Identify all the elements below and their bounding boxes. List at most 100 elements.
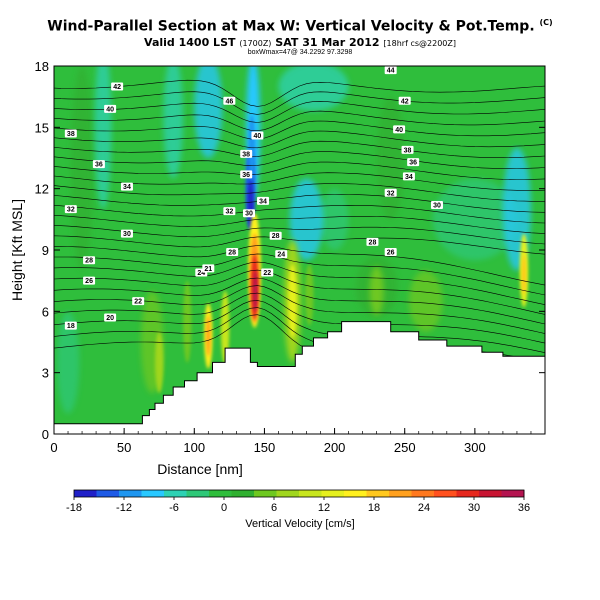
isentrope-label-text: 22 xyxy=(263,270,271,277)
colorbar-swatch xyxy=(434,490,457,497)
colorbar-swatch xyxy=(411,490,435,497)
field-feature xyxy=(183,280,192,363)
isentrope-line xyxy=(54,245,545,286)
x-tick-label: 200 xyxy=(324,440,346,455)
field-feature xyxy=(369,266,384,316)
field-feature xyxy=(288,264,297,338)
colorbar-swatch xyxy=(119,490,142,497)
isentrope-label-text: 38 xyxy=(242,151,250,158)
isentrope-label-text: 36 xyxy=(242,172,250,179)
isentrope-label-box xyxy=(251,131,264,140)
terrain xyxy=(54,321,545,434)
isentrope-label-box xyxy=(430,201,443,210)
isentrope-label-box xyxy=(366,237,379,246)
isentrope-label: 32 xyxy=(64,205,77,214)
isentrope-label-box xyxy=(92,160,105,169)
plot-area: 18 20 22 24 26 28 30 32 34 36 38 40 42 46 40 38 36 32 30 28… xyxy=(54,66,545,434)
x-tick-label: 150 xyxy=(254,440,276,455)
isentrope-label: 44 xyxy=(384,66,397,75)
isentrope-label-text: 32 xyxy=(225,209,233,216)
isentrope-label: 36 xyxy=(240,170,253,179)
isentrope-label-text: 34 xyxy=(259,198,267,205)
y-tick-label: 9 xyxy=(42,243,49,258)
isentrope-label-box xyxy=(240,170,253,179)
isentrope-label: 30 xyxy=(120,229,133,238)
y-tick-label: 12 xyxy=(35,182,49,197)
isentrope-line xyxy=(54,172,545,191)
isentrope-label-box xyxy=(104,104,117,113)
isentrope-label-box xyxy=(226,248,239,257)
isentrope-label: 22 xyxy=(261,268,274,277)
isentrope-label-text: 24 xyxy=(277,252,285,259)
isentrope-label-text: 28 xyxy=(85,258,93,265)
isentrope-label-box xyxy=(398,96,411,105)
x-tick-label: 250 xyxy=(394,440,416,455)
isentrope-line xyxy=(54,79,545,107)
x-axis-label: Distance [nm] xyxy=(157,461,243,477)
colorbar-tick-label: -6 xyxy=(169,502,179,514)
isentrope-line xyxy=(54,194,545,213)
isentrope-label-box xyxy=(393,125,406,134)
isentrope-label-text: 26 xyxy=(387,250,395,257)
isentrope-label-text: 18 xyxy=(67,323,75,330)
colorbar-swatch xyxy=(479,490,502,497)
isentrope-label-box xyxy=(202,264,215,273)
isentrope-line xyxy=(54,300,545,353)
colorbar-swatch xyxy=(501,490,525,497)
isentrope-label: 20 xyxy=(104,313,117,322)
colorbar-swatch xyxy=(186,490,210,497)
colorbar-frame xyxy=(73,489,525,498)
isentrope-label: 42 xyxy=(398,96,411,105)
isentrope-label: 40 xyxy=(393,125,406,134)
isentrope-label-box xyxy=(401,145,414,154)
isentrope-line xyxy=(54,120,545,140)
isentrope-label: 46 xyxy=(223,96,236,105)
isentrope-label: 18 xyxy=(64,321,77,330)
colorbar-label: Vertical Velocity [cm/s] xyxy=(245,518,354,530)
x-tick-label: 50 xyxy=(117,440,131,455)
field-band xyxy=(56,311,80,414)
isentrope-label-text: 40 xyxy=(395,127,403,134)
isentrope-label-text: 40 xyxy=(254,133,262,140)
isentrope-label-box xyxy=(407,158,420,167)
chart-subtitle-small: boxWmax=47@ 34.2292 97.3298 xyxy=(247,49,353,56)
isentrope-label-box xyxy=(64,321,77,330)
isentrope-line xyxy=(54,101,545,123)
field-band xyxy=(194,66,223,158)
colorbar-tick-label: 0 xyxy=(221,502,227,514)
isentrope-line xyxy=(54,130,545,149)
field-band xyxy=(94,66,112,210)
isentrope-label-text: 46 xyxy=(225,98,233,105)
isentrope-label: 38 xyxy=(401,145,414,154)
isentrope-label-text: 42 xyxy=(401,98,409,105)
isentrope-line xyxy=(54,110,545,132)
isentrope-label: 38 xyxy=(240,149,253,158)
isentrope-line xyxy=(54,253,545,296)
isentrope-line xyxy=(54,261,545,305)
isentrope-label: 30 xyxy=(430,201,443,210)
isentrope-line xyxy=(54,151,545,169)
colorbar-swatch xyxy=(344,490,367,497)
isentrope-line xyxy=(54,140,545,158)
y-tick-label: 0 xyxy=(42,427,49,442)
isentrope-label-text: 28 xyxy=(272,233,280,240)
colorbar-swatch xyxy=(74,490,97,497)
isentrope-label: 34 xyxy=(257,196,270,205)
field-feature xyxy=(521,254,527,295)
y-tick-label: 3 xyxy=(42,366,49,381)
field-feature xyxy=(305,264,314,326)
isentrope-label-box xyxy=(83,256,96,265)
isentrope-label-text: 38 xyxy=(67,131,75,138)
isentrope-label-box xyxy=(223,96,236,105)
isentrope-label: 32 xyxy=(223,207,236,216)
isentrope-label-text: 38 xyxy=(404,147,412,154)
x-tick-label: 300 xyxy=(464,440,486,455)
isentrope-label: 40 xyxy=(251,131,264,140)
isentrope-line xyxy=(54,235,545,255)
isentrope-label-box xyxy=(111,82,124,91)
isentrope-label: 38 xyxy=(64,129,77,138)
colorbar-swatch xyxy=(299,490,322,497)
isentrope-label-text: 21 xyxy=(204,266,212,273)
colorbar-swatch xyxy=(141,490,165,497)
